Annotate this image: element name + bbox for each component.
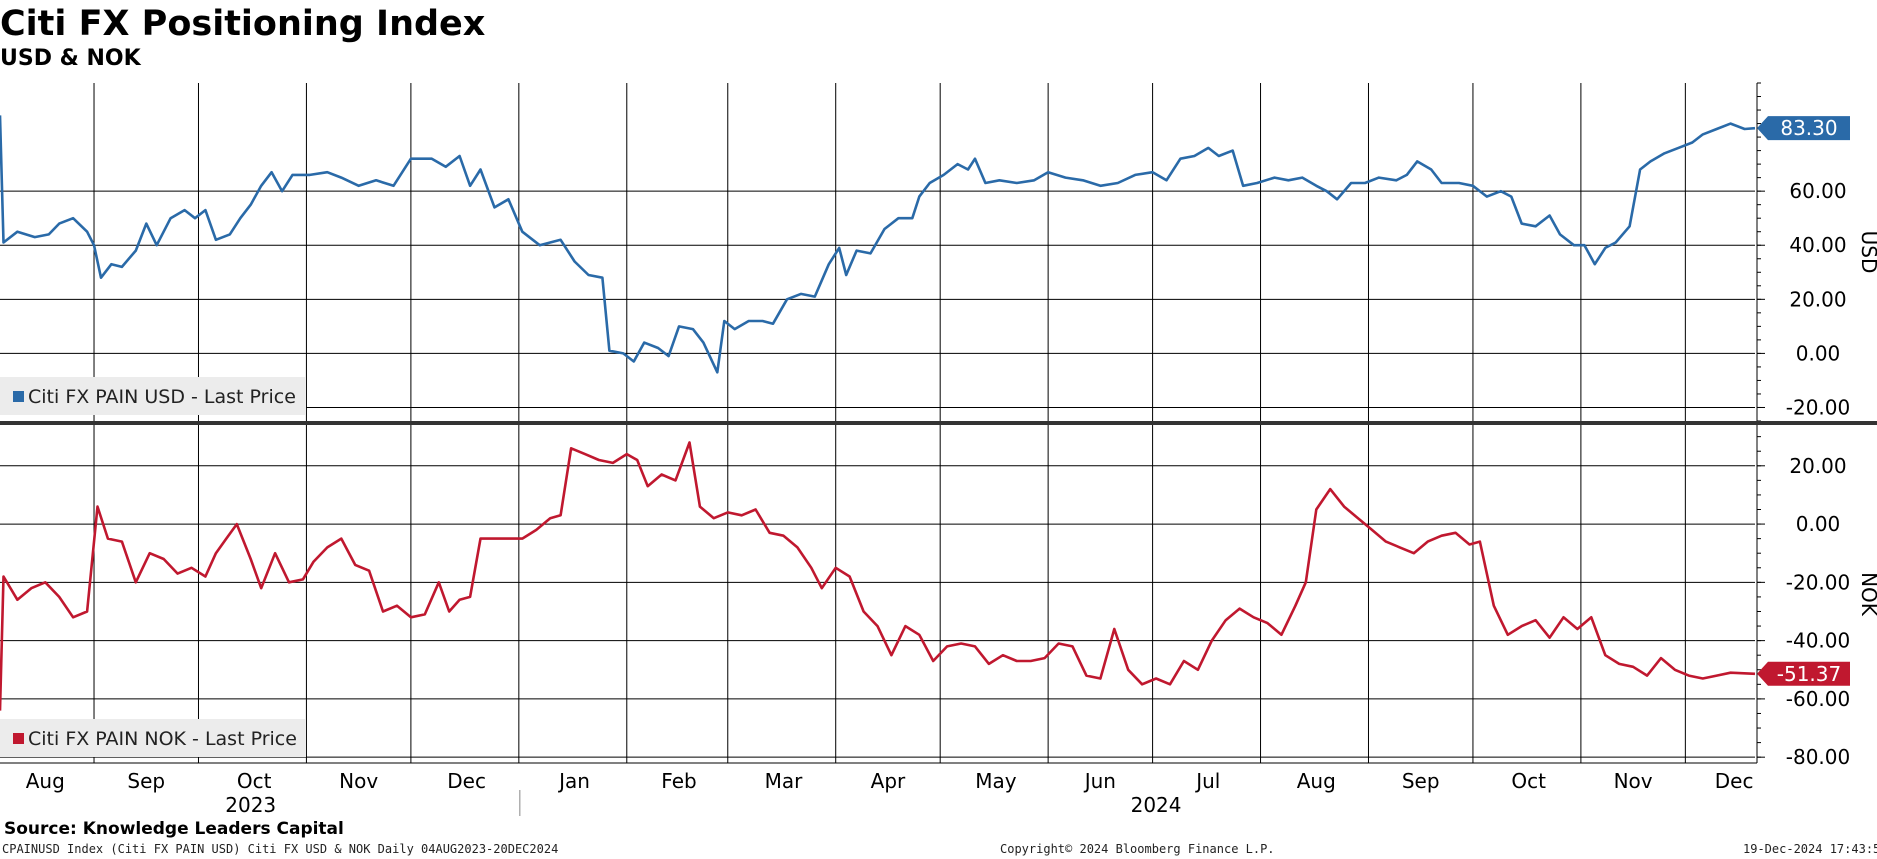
x-month-label: Jun [1083, 769, 1116, 793]
nok-y-tick-label: 0.00 [1796, 512, 1841, 536]
footer-ticker-info: CPAINUSD Index (Citi FX PAIN USD) Citi F… [2, 842, 559, 856]
usd-axis-title: USD [1857, 231, 1877, 274]
nok-legend-box [0, 719, 306, 757]
footer-timestamp: 19-Dec-2024 17:43:58 [1743, 842, 1877, 856]
usd-legend-swatch [13, 391, 24, 402]
x-month-label: Sep [1402, 769, 1440, 793]
source-note: Source: Knowledge Leaders Capital [4, 819, 344, 839]
nok-y-tick-label: 20.00 [1789, 454, 1846, 478]
nok-series-line [0, 441, 1756, 711]
nok-y-tick-label: -40.00 [1786, 629, 1850, 653]
nok-axis-title: NOK [1857, 572, 1877, 617]
usd-series-line [0, 115, 1756, 374]
usd-y-tick-label: 40.00 [1789, 233, 1846, 257]
nok-legend-label: Citi FX PAIN NOK - Last Price [28, 728, 297, 750]
panel-separator [0, 421, 1877, 425]
nok-y-tick-label: -60.00 [1786, 687, 1850, 711]
usd-y-tick-label: 20.00 [1789, 287, 1846, 311]
x-month-label: Oct [1511, 769, 1546, 793]
x-month-label: Oct [237, 769, 272, 793]
page-title: Citi FX Positioning Index [0, 4, 486, 44]
x-month-label: Aug [26, 769, 65, 793]
usd-legend-box [0, 377, 306, 415]
x-month-label: Apr [871, 769, 906, 793]
nok-last-value-label: -51.37 [1777, 662, 1841, 686]
x-month-label: Aug [1297, 769, 1336, 793]
usd-y-tick-label: 60.00 [1789, 179, 1846, 203]
x-month-label: Feb [661, 769, 696, 793]
x-month-label: Dec [447, 769, 486, 793]
nok-y-tick-label: -20.00 [1786, 570, 1850, 594]
page-subtitle: USD & NOK [0, 46, 141, 71]
footer-copyright: Copyright© 2024 Bloomberg Finance L.P. [1000, 842, 1275, 856]
usd-legend-label: Citi FX PAIN USD - Last Price [28, 386, 296, 408]
x-year-label: 2023 [225, 793, 276, 817]
x-month-label: Sep [127, 769, 165, 793]
x-month-label: Jan [557, 769, 590, 793]
x-month-label: Dec [1715, 769, 1754, 793]
usd-last-value-badge [1757, 116, 1850, 141]
nok-y-tick-label: -80.00 [1786, 745, 1850, 769]
x-month-label: Nov [1614, 769, 1653, 793]
usd-y-tick-label: -20.00 [1786, 395, 1850, 419]
x-month-label: Jul [1194, 769, 1220, 793]
x-month-label: Mar [765, 769, 804, 793]
x-year-label: 2024 [1131, 793, 1182, 817]
x-month-label: May [975, 769, 1017, 793]
usd-y-tick-label: 0.00 [1796, 341, 1841, 365]
x-month-label: Nov [339, 769, 378, 793]
nok-legend-swatch [13, 733, 24, 744]
nok-last-value-badge [1757, 661, 1850, 686]
usd-last-value-label: 83.30 [1780, 116, 1837, 140]
